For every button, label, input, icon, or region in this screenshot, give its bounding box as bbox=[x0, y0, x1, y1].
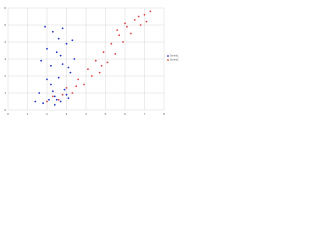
point bbox=[87, 68, 89, 71]
point bbox=[53, 95, 56, 98]
point bbox=[38, 92, 41, 94]
point bbox=[106, 61, 109, 64]
point bbox=[67, 66, 70, 69]
point bbox=[65, 93, 68, 96]
point bbox=[129, 32, 132, 35]
point bbox=[46, 47, 48, 50]
point bbox=[50, 64, 52, 67]
point bbox=[53, 104, 56, 106]
point bbox=[126, 25, 128, 28]
point bbox=[40, 59, 43, 62]
point bbox=[77, 78, 80, 81]
point bbox=[71, 39, 74, 42]
point bbox=[46, 100, 48, 103]
point bbox=[65, 87, 68, 89]
point bbox=[75, 85, 78, 88]
x-tick-label: 8 bbox=[163, 112, 165, 116]
y-tick-label: 1 bbox=[4, 91, 6, 95]
x-tick-label: 1 bbox=[27, 112, 29, 116]
point bbox=[90, 75, 93, 77]
point bbox=[51, 95, 54, 98]
y-tick-label: 0 bbox=[4, 108, 6, 112]
legend-label: Series2 bbox=[170, 59, 179, 62]
point bbox=[118, 34, 121, 37]
x-tick-label: 5 bbox=[105, 112, 107, 116]
point bbox=[50, 83, 52, 86]
point bbox=[44, 25, 46, 28]
y-tick-label: 6 bbox=[4, 6, 6, 10]
x-tick-label: 0 bbox=[7, 112, 9, 116]
point bbox=[51, 30, 54, 33]
point bbox=[55, 98, 58, 101]
point bbox=[67, 97, 70, 99]
point bbox=[137, 15, 140, 18]
point bbox=[133, 19, 136, 21]
point bbox=[65, 42, 68, 45]
point bbox=[63, 88, 66, 91]
legend-marker bbox=[167, 55, 169, 57]
legend-label: Series1 bbox=[170, 55, 179, 58]
point bbox=[116, 29, 119, 31]
y-tick-label: 4 bbox=[4, 40, 6, 44]
point bbox=[57, 76, 60, 79]
point bbox=[139, 24, 142, 26]
point bbox=[48, 98, 50, 101]
x-tick-label: 2 bbox=[46, 112, 48, 116]
point bbox=[51, 90, 54, 93]
point bbox=[124, 22, 126, 25]
x-tick-label: 7 bbox=[144, 112, 146, 116]
point bbox=[145, 20, 148, 23]
point bbox=[94, 59, 97, 62]
x-tick-label: 3 bbox=[66, 112, 68, 116]
point bbox=[59, 54, 62, 57]
point bbox=[83, 83, 85, 86]
y-tick-label: 3 bbox=[4, 57, 6, 61]
point bbox=[57, 37, 60, 40]
y-tick-label: 5 bbox=[4, 23, 6, 27]
point bbox=[34, 100, 37, 103]
legend-marker bbox=[167, 59, 169, 61]
point bbox=[61, 93, 64, 96]
point bbox=[61, 63, 64, 65]
point bbox=[55, 51, 58, 54]
point bbox=[59, 100, 62, 103]
point bbox=[73, 58, 76, 60]
point bbox=[69, 71, 72, 74]
point bbox=[57, 98, 60, 101]
y-tick-label: 2 bbox=[4, 74, 6, 78]
point bbox=[110, 42, 113, 45]
point bbox=[100, 64, 103, 67]
x-tick-label: 4 bbox=[85, 112, 87, 116]
point bbox=[114, 53, 117, 55]
point bbox=[102, 51, 105, 54]
point bbox=[143, 13, 146, 16]
point bbox=[98, 71, 101, 74]
point bbox=[46, 78, 48, 81]
point bbox=[42, 102, 44, 105]
point bbox=[71, 92, 74, 94]
point bbox=[149, 10, 152, 13]
point bbox=[61, 27, 64, 30]
point bbox=[122, 41, 124, 43]
x-tick-label: 6 bbox=[124, 112, 126, 116]
